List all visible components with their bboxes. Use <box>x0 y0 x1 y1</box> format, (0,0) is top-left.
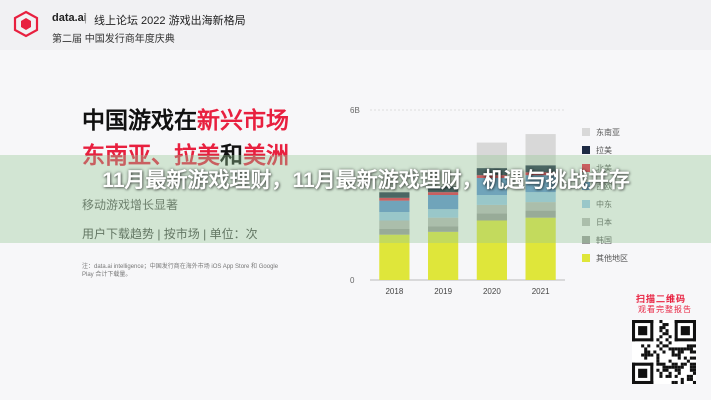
legend-swatch <box>582 254 590 262</box>
bar-segment <box>428 217 459 227</box>
legend-item: 其他地区 <box>582 250 628 266</box>
legend-swatch <box>582 200 590 208</box>
legend-swatch <box>582 164 590 172</box>
bar-segment <box>525 210 556 218</box>
bar-segment <box>379 229 410 235</box>
overlay-banner <box>0 155 711 243</box>
bar-segment <box>428 226 459 232</box>
x-tick-label: 2020 <box>483 287 501 296</box>
header-separator: | <box>84 12 87 24</box>
bar-segment <box>476 175 507 178</box>
overlay-title: 11月最新游戏理财，11月最新游戏理财，机遇与挑战并存 <box>102 169 630 192</box>
legend-label: 拉美 <box>596 145 612 155</box>
y-tick-label: 0 <box>350 276 355 285</box>
legend-swatch <box>582 236 590 244</box>
legend-label: 东南亚 <box>596 127 620 137</box>
legend-item: 东南亚 <box>582 124 628 140</box>
bar-segment <box>379 212 410 221</box>
x-tick-label: 2021 <box>532 287 550 296</box>
legend-item: 日本 <box>582 214 628 230</box>
bar-segment <box>525 175 556 193</box>
legend-label: 北美 <box>596 163 612 173</box>
bar-segment <box>525 192 556 203</box>
bar-segment <box>379 175 410 193</box>
headline2-red2: 美洲 <box>243 142 289 168</box>
slide-line3: 移动游戏增长显著 <box>82 198 179 212</box>
headline2-red1: 东南亚、拉美 <box>82 142 220 168</box>
legend-swatch <box>582 128 590 136</box>
legend-label: 韩国 <box>596 235 612 245</box>
bar-segment <box>379 197 410 201</box>
bar-segment <box>476 213 507 221</box>
slide-headline-line2: 东南亚、拉美和美洲 <box>82 136 289 170</box>
bar-segment <box>476 168 507 176</box>
chart-caption: 用户下载趋势 | 按市场 | 单位：次 <box>82 227 258 241</box>
y-tick-label: 6B <box>350 106 360 115</box>
bar-segment <box>525 134 556 166</box>
bar-segment <box>379 192 410 198</box>
x-tick-label: 2019 <box>434 287 452 296</box>
qr-code-icon[interactable] <box>632 320 696 384</box>
bar-segment <box>525 165 556 173</box>
legend-swatch <box>582 218 590 226</box>
bar-segment <box>428 169 459 187</box>
bar-segment <box>476 195 507 205</box>
bar-segment <box>379 220 410 229</box>
bar-segment <box>428 209 459 218</box>
legend-label: 其他地区 <box>596 253 628 263</box>
bar-segment <box>476 204 507 214</box>
bar-segment <box>379 200 410 212</box>
bar-segment <box>428 195 459 210</box>
downloads-bar-chart: 0 6B 2018 2019 2020 2021 <box>350 106 565 296</box>
headline2-black: 和 <box>220 142 243 168</box>
legend-label: 日本 <box>596 217 612 227</box>
bar-segment <box>476 142 507 169</box>
event-subtitle: 第二届 中国发行商年度庆典 <box>52 34 175 45</box>
legend-swatch <box>582 146 590 154</box>
header-bar: data.ai | 线上论坛 2022 游戏出海新格局 第二届 中国发行商年度庆… <box>0 0 711 50</box>
chart-legend: 东南亚拉美北美西欧中东日本韩国其他地区 <box>582 124 628 268</box>
bar-segment <box>428 231 459 280</box>
forum-title: 线上论坛 2022 游戏出海新格局 <box>94 15 246 27</box>
bar-segment <box>525 172 556 176</box>
bar-segment <box>525 217 556 280</box>
bar-segment <box>379 234 410 280</box>
bar-segment <box>428 186 459 193</box>
x-tick-label: 2018 <box>385 287 403 296</box>
legend-item: 韩国 <box>582 232 628 248</box>
legend-item: 北美 <box>582 160 628 176</box>
legend-label: 西欧 <box>596 181 612 191</box>
qr-title: 扫描二维码 <box>636 294 687 304</box>
legend-label: 中东 <box>596 199 612 209</box>
source-note: 注：data.ai intelligence；中国发行商在海外市场 iOS Ap… <box>82 264 279 278</box>
slide-headline: 中国游戏在新兴市场 <box>82 105 289 135</box>
brand-name: data.ai <box>52 12 87 24</box>
legend-item: 中东 <box>582 196 628 212</box>
legend-swatch <box>582 182 590 190</box>
headline-black: 中国游戏在 <box>82 107 197 133</box>
bar-segment <box>525 202 556 211</box>
headline-red: 新兴市场 <box>197 107 289 133</box>
legend-item: 拉美 <box>582 142 628 158</box>
bar-segment <box>476 220 507 280</box>
bar-segment <box>476 178 507 195</box>
legend-item: 西欧 <box>582 178 628 194</box>
bar-segment <box>428 192 459 195</box>
data-ai-logo-icon <box>13 10 39 38</box>
qr-subtitle: 观看完整报告 <box>638 305 692 314</box>
